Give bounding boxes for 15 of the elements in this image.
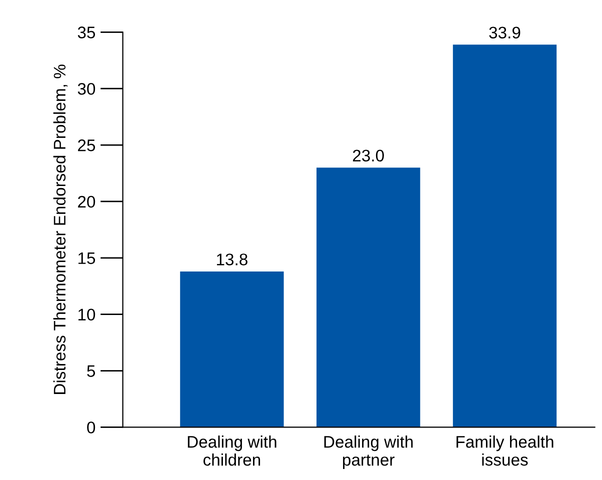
y-axis-title: Distress Thermometer Endorsed Problem, %: [53, 64, 68, 394]
y-tick-label: 35: [78, 26, 96, 38]
data-label: 33.9: [489, 26, 520, 39]
y-tick-label: 10: [78, 308, 96, 321]
x-tick-label: Dealing with partner: [324, 436, 413, 470]
x-tick-label: Dealing with children: [188, 436, 276, 466]
y-tick-label: 30: [78, 82, 96, 95]
data-label: 23.0: [352, 150, 384, 162]
x-tick-label: Family health issues: [456, 436, 554, 466]
y-tick-label: 5: [87, 365, 96, 377]
y-tick-label: 0: [87, 422, 96, 434]
y-tick-label: 15: [78, 252, 96, 264]
y-tick-label: 20: [78, 196, 96, 208]
y-tick-label: 25: [78, 139, 96, 152]
data-label: 13.8: [216, 254, 248, 266]
